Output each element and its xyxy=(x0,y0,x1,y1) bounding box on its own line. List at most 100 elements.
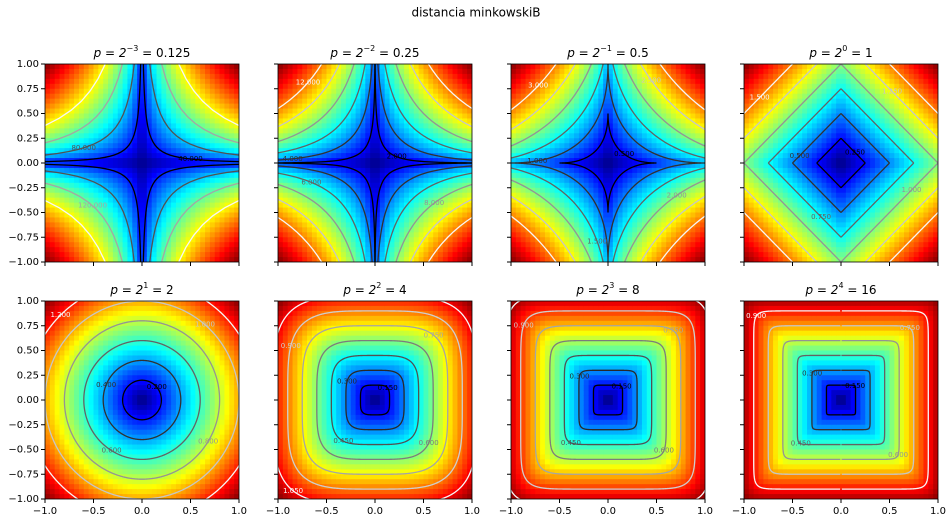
heatmap-cell xyxy=(462,68,468,75)
heatmap-cell xyxy=(108,163,114,169)
heatmap-cell xyxy=(69,128,75,134)
heatmap-cell xyxy=(423,237,429,243)
heatmap-cell xyxy=(307,252,313,258)
heatmap-cell xyxy=(161,167,167,174)
heatmap-cell xyxy=(282,212,289,219)
heatmap-cell xyxy=(103,163,109,169)
heatmap-cell xyxy=(617,98,624,105)
heatmap-cell xyxy=(69,237,75,243)
heatmap-cell xyxy=(748,88,755,95)
heatmap-cell xyxy=(311,212,318,219)
heatmap-cell xyxy=(690,257,696,262)
heatmap-cell xyxy=(661,68,667,75)
heatmap-cell xyxy=(365,217,371,223)
heatmap-cell xyxy=(54,83,61,90)
heatmap-cell xyxy=(229,153,235,159)
heatmap-cell xyxy=(122,88,129,95)
heatmap-cell xyxy=(442,73,449,80)
heatmap-cell xyxy=(78,64,85,70)
heatmap-cell xyxy=(418,123,425,129)
heatmap-cell xyxy=(127,133,133,139)
heatmap-cell xyxy=(234,257,239,262)
heatmap-cell xyxy=(142,143,148,149)
heatmap-cell xyxy=(467,133,472,139)
heatmap-cell xyxy=(685,108,692,115)
heatmap-cell xyxy=(132,133,138,139)
heatmap-cell xyxy=(593,242,599,248)
heatmap-cell xyxy=(695,237,701,243)
heatmap-cell xyxy=(132,167,138,174)
heatmap-cell xyxy=(132,163,138,169)
heatmap-cell xyxy=(49,237,56,243)
heatmap-cell xyxy=(316,123,323,129)
heatmap-cell xyxy=(608,158,614,164)
heatmap-cell xyxy=(74,242,80,248)
heatmap-cell xyxy=(209,73,216,80)
heatmap-cell xyxy=(608,207,614,214)
heatmap-cell xyxy=(190,138,196,144)
heatmap-cell xyxy=(78,237,85,243)
heatmap-cell xyxy=(569,78,575,85)
heatmap-cell xyxy=(311,177,318,184)
heatmap-cell xyxy=(428,153,434,159)
heatmap-cell xyxy=(535,197,541,204)
heatmap-cell xyxy=(54,118,61,124)
heatmap-cell xyxy=(641,118,648,124)
heatmap-cell xyxy=(467,227,472,233)
heatmap-cell xyxy=(321,78,328,85)
heatmap-cell xyxy=(515,158,522,164)
heatmap-cell xyxy=(98,247,104,253)
heatmap-cell xyxy=(554,212,561,219)
heatmap-cell xyxy=(88,257,95,262)
heatmap-cell xyxy=(166,172,172,179)
contour-label: 2.000 xyxy=(387,153,407,161)
heatmap-cell xyxy=(612,202,619,209)
heatmap-cell xyxy=(171,163,177,169)
heatmap-cell xyxy=(748,108,755,115)
heatmap-cell xyxy=(355,143,362,149)
heatmap-cell xyxy=(122,197,129,204)
heatmap-cell xyxy=(311,64,318,70)
heatmap-cell xyxy=(161,172,167,179)
heatmap-cell xyxy=(564,64,570,70)
heatmap-cell xyxy=(93,197,99,204)
heatmap-cell xyxy=(375,192,381,199)
heatmap-cell xyxy=(321,103,328,110)
heatmap-cell xyxy=(554,247,561,253)
heatmap-cell xyxy=(627,222,633,228)
heatmap-cell xyxy=(685,192,692,199)
heatmap-cell xyxy=(151,163,158,169)
heatmap-cell xyxy=(569,153,575,159)
heatmap-cell xyxy=(423,133,429,139)
heatmap-cell xyxy=(341,64,347,70)
heatmap-cell xyxy=(331,242,337,248)
heatmap-cell xyxy=(515,128,522,134)
heatmap-cell xyxy=(583,93,590,100)
heatmap-cell xyxy=(69,247,75,253)
heatmap-cell xyxy=(569,237,575,243)
heatmap-cell xyxy=(122,232,129,238)
heatmap-cell xyxy=(321,177,328,184)
heatmap-cell xyxy=(88,207,95,214)
heatmap-cell xyxy=(287,197,294,204)
heatmap-cell xyxy=(185,182,192,189)
heatmap-cell xyxy=(462,83,468,90)
heatmap-cell xyxy=(151,207,158,214)
heatmap-cell xyxy=(350,103,357,110)
heatmap-cell xyxy=(554,158,561,164)
heatmap-cell xyxy=(209,93,216,100)
heatmap-cell xyxy=(525,148,531,154)
heatmap-cell xyxy=(161,182,167,189)
heatmap-cell xyxy=(326,68,332,75)
heatmap-cell xyxy=(307,247,313,253)
heatmap-cell xyxy=(612,257,619,262)
heatmap-cell xyxy=(399,217,405,223)
heatmap-cell xyxy=(297,78,303,85)
heatmap-cell xyxy=(632,217,638,223)
heatmap-cell xyxy=(656,227,662,233)
heatmap-cell xyxy=(438,187,444,194)
heatmap-cell xyxy=(695,113,701,120)
heatmap-cell xyxy=(748,202,755,209)
heatmap-cell xyxy=(156,247,162,253)
